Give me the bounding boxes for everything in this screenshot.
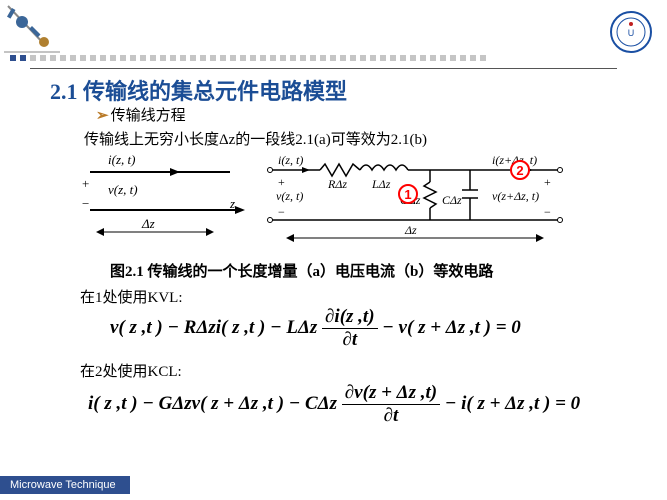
dot-separator [10,55,607,63]
eq2-frac-den: ∂t [342,405,440,427]
fig-b-dz: Δz [404,223,417,237]
eq2-rhs: − i( z + Δz ,t ) = 0 [445,393,580,414]
eq1-lhs: v( z ,t ) − RΔzi( z ,t ) − LΔz [110,317,317,338]
fig-b-vleft: v(z, t) [276,189,303,203]
svg-text:+: + [82,176,89,191]
eq2-frac-num: ∂v(z + Δz ,t) [342,382,440,405]
bullet-text: 传输线方程 [111,108,186,124]
figure-region: i(z, t) + v(z, t) − z Δz i(z, t) RΔz LΔ [80,154,570,252]
intro-text: 传输线上无穷小长度Δz的一段线2.1(a)可等效为2.1(b) [84,128,427,149]
corner-logo [2,2,62,57]
bullet-arrow-icon: ➢ [96,108,109,124]
figure-caption: 图2.1 传输线的一个长度增量（a）电压电流（b）等效电路 [110,260,493,281]
eq1-frac-num: ∂i(z ,t) [322,306,378,329]
equation-kcl: i( z ,t ) − GΔzv( z + Δz ,t ) − CΔz ∂v(z… [88,382,580,427]
fig-a-dz-label: Δz [141,216,155,231]
callout-2: 2 [510,160,530,180]
svg-text:−: − [278,205,285,219]
footer-tag: Microwave Technique [0,476,130,494]
svg-text:+: + [544,175,551,189]
bullet-line: ➢传输线方程 [96,104,186,125]
fig-a-i-label: i(z, t) [108,154,135,167]
svg-text:U: U [628,28,635,38]
fig-b-L: LΔz [371,177,391,191]
kvl-label: 在1处使用KVL: [80,286,183,307]
fig-b-ileft: i(z, t) [278,154,303,167]
section-title: 2.1 传输线的集总元件电路模型 [50,74,347,106]
equation-kvl: v( z ,t ) − RΔzi( z ,t ) − LΔz ∂i(z ,t) … [110,306,521,351]
svg-text:+: + [278,175,285,189]
eq2-lhs: i( z ,t ) − GΔzv( z + Δz ,t ) − CΔz [88,393,337,414]
fig-b-C: CΔz [442,193,462,207]
fig-b-vright: v(z+Δz, t) [492,189,539,203]
eq1-rhs: − v( z + Δz ,t ) = 0 [382,317,520,338]
kcl-label: 在2处使用KCL: [80,360,182,381]
callout-1: 1 [398,184,418,204]
horizontal-rule [30,68,617,69]
fig-a-z-label: z [229,196,235,211]
university-seal-icon: U [609,10,653,54]
fig-b-R: RΔz [327,177,347,191]
svg-text:−: − [82,196,89,211]
fig-a-v-label: v(z, t) [108,182,138,197]
svg-text:−: − [544,205,551,219]
eq1-frac-den: ∂t [322,329,378,351]
